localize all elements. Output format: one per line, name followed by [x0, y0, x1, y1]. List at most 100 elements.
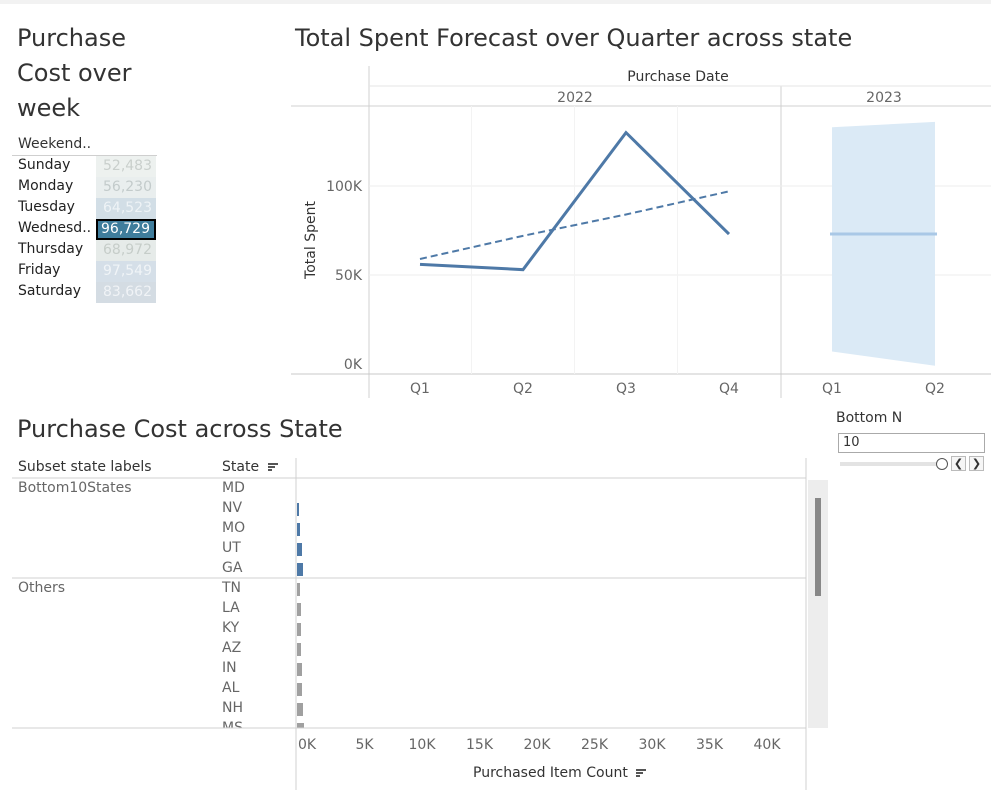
bottom-n-slider-track[interactable] — [840, 462, 944, 466]
x-tick-label: 20K — [523, 737, 551, 753]
x-tick-label: Q3 — [616, 381, 636, 397]
week-title-line1: Purchase — [17, 24, 126, 52]
weekday-label: Tuesday — [18, 199, 75, 215]
y-tick-label: 100K — [326, 179, 363, 195]
state-bar[interactable] — [297, 563, 303, 576]
bottom-n-input[interactable]: 10 — [838, 433, 985, 453]
scrollbar-thumb[interactable] — [815, 498, 821, 596]
bottom-n-label: Bottom N — [836, 410, 903, 426]
state-label[interactable]: GA — [222, 560, 243, 576]
weekday-label: Wednesd.. — [18, 220, 92, 236]
state-bar[interactable] — [297, 723, 304, 728]
forecast-chart-title: Total Spent Forecast over Quarter across… — [295, 24, 853, 52]
state-column-header[interactable]: State — [222, 459, 278, 475]
weekday-label: Friday — [18, 262, 61, 278]
state-label[interactable]: MD — [222, 480, 245, 496]
state-bar[interactable] — [297, 543, 302, 556]
state-bar[interactable] — [297, 523, 300, 536]
state-label[interactable]: UT — [222, 540, 241, 556]
group-label-others[interactable]: Others — [18, 580, 66, 596]
sort-icon[interactable] — [636, 768, 647, 778]
state-label[interactable]: AZ — [222, 640, 242, 656]
year-2023-label[interactable]: 2023 — [866, 90, 902, 106]
weekday-label: Sunday — [18, 157, 71, 173]
forecast-confidence-band[interactable] — [832, 121, 935, 366]
weekday-cell[interactable]: 83,662 — [96, 282, 156, 303]
forecast-y-ticks: 0K 50K 100K — [326, 179, 363, 373]
top-bar — [0, 0, 991, 4]
week-title-line2: Cost over — [17, 59, 132, 87]
weekday-label: Saturday — [18, 283, 82, 299]
state-label[interactable]: MS — [222, 720, 243, 728]
forecast-marks — [419, 121, 937, 366]
state-bar[interactable] — [297, 703, 303, 716]
forecast-x-ticks: Q1 Q2 Q3 Q4 Q1 Q2 — [410, 381, 945, 397]
weekday-row[interactable]: Friday 97,549 — [12, 261, 157, 282]
x-tick-label: 40K — [753, 737, 781, 753]
x-tick-label: 25K — [581, 737, 608, 753]
state-x-axis-label: Purchased Item Count — [473, 765, 628, 781]
y-axis-title[interactable]: Total Spent — [303, 201, 319, 280]
week-title-line3: week — [17, 94, 81, 122]
y-tick-label: 50K — [335, 268, 363, 284]
weekday-cell[interactable]: 68,972 — [96, 240, 156, 261]
state-column-label: State — [222, 459, 260, 475]
state-bar[interactable] — [297, 603, 301, 616]
weekday-cell[interactable]: 64,523 — [96, 198, 156, 219]
purchase-date-header[interactable]: Purchase Date — [627, 69, 729, 85]
state-bar[interactable] — [297, 623, 301, 636]
weekday-column-header[interactable]: Weekend.. — [18, 136, 92, 152]
state-bar[interactable] — [297, 683, 302, 696]
x-tick-label: 15K — [466, 737, 493, 753]
state-bar[interactable] — [297, 583, 300, 596]
x-tick-label: 0K — [297, 737, 317, 753]
actual-total-spent-line[interactable] — [419, 130, 731, 272]
state-label[interactable]: LA — [222, 600, 240, 616]
decrement-button[interactable]: ❮ — [951, 456, 966, 471]
weekday-row[interactable]: Saturday 83,662 — [12, 282, 157, 303]
week-panel-title: Purchase Cost over week — [17, 21, 132, 126]
x-tick-label: 30K — [638, 737, 666, 753]
state-label[interactable]: NH — [222, 700, 243, 716]
weekday-label: Monday — [18, 178, 74, 194]
x-tick-label: Q1 — [410, 381, 430, 397]
state-label[interactable]: AL — [222, 680, 240, 696]
state-label[interactable]: IN — [222, 660, 237, 676]
increment-button[interactable]: ❯ — [969, 456, 984, 471]
bottom-n-slider-knob[interactable] — [936, 458, 948, 470]
y-tick-label: 0K — [344, 357, 363, 373]
weekday-row[interactable]: Monday 56,230 — [12, 177, 157, 198]
state-bar[interactable] — [297, 663, 302, 676]
x-tick-label: Q4 — [719, 381, 739, 397]
group-label-bottom10[interactable]: Bottom10States — [18, 480, 132, 496]
x-tick-label: 35K — [696, 737, 723, 753]
state-label[interactable]: MO — [222, 520, 246, 536]
weekday-header-divider — [12, 155, 157, 156]
weekday-label: Thursday — [18, 241, 84, 257]
year-2022-label[interactable]: 2022 — [557, 90, 593, 106]
state-label[interactable]: NV — [222, 500, 243, 516]
trend-line[interactable] — [419, 190, 730, 260]
x-tick-label: Q1 — [822, 381, 842, 397]
x-tick-label: 5K — [355, 737, 374, 753]
x-tick-label: Q2 — [513, 381, 533, 397]
state-x-axis-title[interactable]: Purchased Item Count — [473, 765, 647, 781]
state-bar[interactable] — [297, 503, 299, 516]
weekday-cell[interactable]: 56,230 — [96, 177, 156, 198]
weekday-row[interactable]: Wednesd.. 96,729 — [12, 219, 157, 240]
state-chart-title: Purchase Cost across State — [17, 415, 343, 443]
weekday-row[interactable]: Sunday 52,483 — [12, 156, 157, 177]
weekday-cell[interactable]: 52,483 — [96, 156, 156, 177]
forecast-chart: Purchase Date 2022 2023 Total Spent 0K 50… — [291, 66, 991, 398]
weekday-row[interactable]: Tuesday 64,523 — [12, 198, 157, 219]
state-label[interactable]: TN — [222, 580, 242, 596]
state-label[interactable]: KY — [222, 620, 240, 636]
state-bar[interactable] — [297, 643, 301, 656]
sort-icon[interactable] — [267, 462, 278, 472]
weekday-cell[interactable]: 97,549 — [96, 261, 156, 282]
weekday-row[interactable]: Thursday 68,972 — [12, 240, 157, 261]
weekday-cell-selected[interactable]: 96,729 — [96, 219, 156, 240]
subset-column-header[interactable]: Subset state labels — [18, 459, 152, 475]
scrollbar-track[interactable] — [808, 480, 828, 728]
